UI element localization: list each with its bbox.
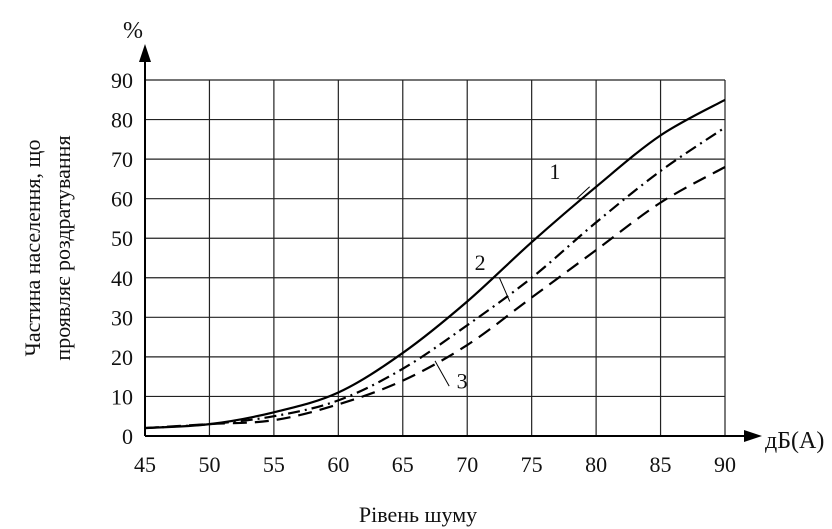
curve-leader-2 (498, 277, 511, 302)
y-tick-label: 90 (111, 68, 133, 93)
series-line-2 (144, 126, 726, 430)
y-tick-label: 40 (111, 266, 133, 291)
y-tick-label: 30 (111, 305, 133, 330)
y-tick-label: 20 (111, 345, 133, 370)
y-axis-arrow (139, 44, 151, 62)
curve-label-2: 2 (475, 250, 486, 275)
y-axis-label: Частина населення, що проявляє роздратув… (20, 135, 75, 360)
y-axis-label-line-1: Частина населення, що (20, 140, 45, 357)
x-tick-label: 80 (585, 452, 607, 477)
y-tick-label: 10 (111, 384, 133, 409)
x-axis-unit: дБ(А) (765, 428, 824, 454)
curve-leader-3 (434, 360, 450, 387)
y-tick-label: 60 (111, 187, 133, 212)
y-tick-label: 70 (111, 147, 133, 172)
axes (139, 44, 762, 442)
x-tick-label: 55 (263, 452, 285, 477)
x-tick-label: 90 (714, 452, 736, 477)
x-tick-label: 65 (392, 452, 414, 477)
x-tick-label: 85 (650, 452, 672, 477)
series-line-1 (144, 98, 726, 430)
series-line-3 (144, 166, 726, 430)
curve-label-3: 3 (457, 369, 468, 394)
curve-leader-1 (576, 186, 591, 200)
tick-labels: 45 50 55 60 65 70 75 80 85 90 0 10 20 30 40 50 60 70 80 90 (111, 68, 736, 477)
x-tick-label: 50 (198, 452, 220, 477)
grid-lines (144, 79, 726, 437)
x-axis-label: Рівень шуму (359, 502, 477, 527)
y-tick-label: 0 (122, 424, 133, 449)
curve-label-1: 1 (549, 159, 560, 184)
series-lines (144, 98, 726, 430)
x-tick-label: 60 (327, 452, 349, 477)
y-tick-label: 50 (111, 226, 133, 251)
y-tick-label: 80 (111, 108, 133, 133)
curve-labels: 1 2 3 (434, 159, 591, 394)
y-axis-unit: % (123, 18, 143, 44)
x-tick-label: 45 (134, 452, 156, 477)
x-tick-label: 70 (456, 452, 478, 477)
x-tick-label: 75 (521, 452, 543, 477)
y-axis-label-line-2: проявляє роздратування (50, 135, 75, 360)
x-axis-arrow (744, 430, 762, 442)
